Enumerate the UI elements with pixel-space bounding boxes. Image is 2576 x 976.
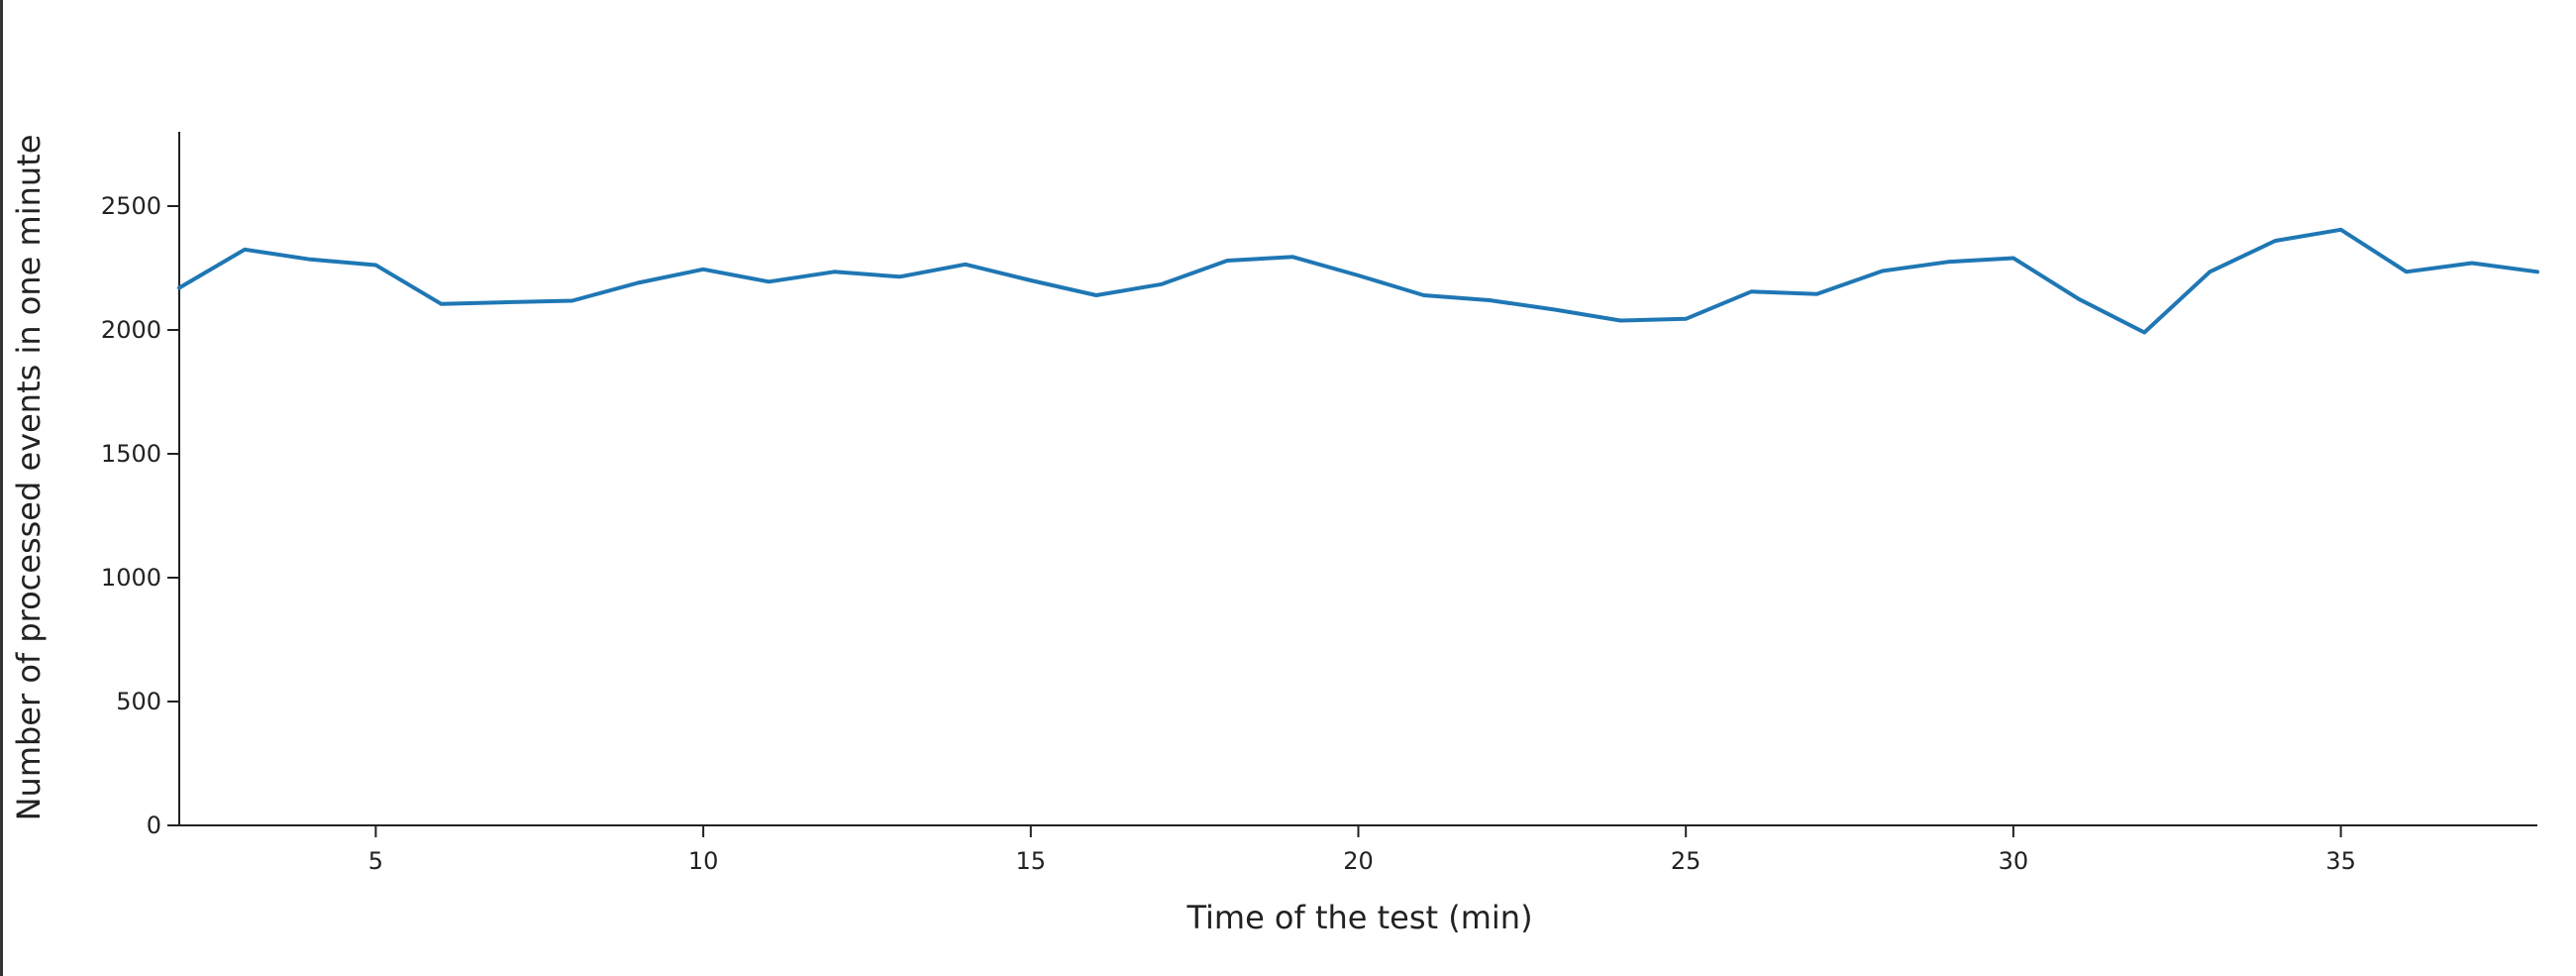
plot-area: 0 500 1000 1500 2000 2500 5 10 15 20 25 30 35 — [101, 132, 2539, 875]
x-tick-label: 30 — [1999, 847, 2029, 875]
x-tick-label: 5 — [368, 847, 383, 875]
x-tick-label: 35 — [2325, 847, 2356, 875]
y-tick-label: 2000 — [101, 316, 161, 344]
x-axis: 5 10 15 20 25 30 35 — [178, 824, 2537, 875]
series-layer — [177, 227, 2539, 335]
x-tick-label: 10 — [688, 847, 719, 875]
y-axis: 0 500 1000 1500 2000 2500 — [101, 132, 180, 839]
x-tick-label: 25 — [1671, 847, 1701, 875]
y-axis-title: Number of processed events in one minute — [10, 135, 48, 821]
y-tick-label: 0 — [147, 812, 161, 839]
window-border — [0, 0, 3, 976]
y-tick-label: 1000 — [101, 564, 161, 592]
x-axis-title: Time of the test (min) — [1185, 899, 1532, 936]
y-tick-label: 500 — [116, 688, 161, 715]
y-tick-label: 2500 — [101, 192, 161, 220]
x-tick-label: 20 — [1343, 847, 1374, 875]
series-line — [177, 227, 2539, 335]
y-tick-label: 1500 — [101, 440, 161, 468]
x-tick-label: 15 — [1016, 847, 1047, 875]
